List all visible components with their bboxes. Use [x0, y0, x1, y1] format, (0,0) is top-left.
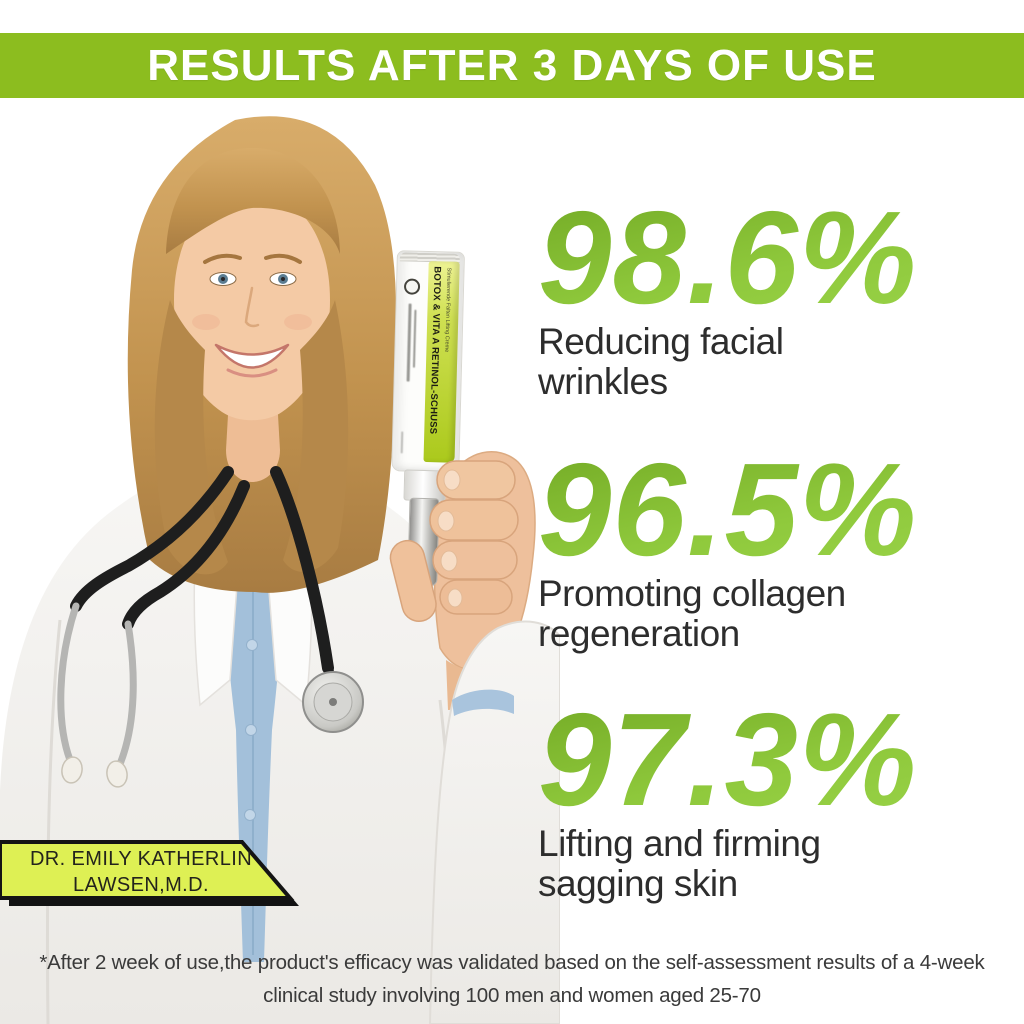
hand-fingers	[389, 460, 519, 623]
header-title: RESULTS AFTER 3 DAYS OF USE	[147, 40, 877, 90]
thumb	[389, 539, 437, 623]
stat-label-3: Lifting and firming sagging skin	[538, 824, 1024, 904]
index-finger	[436, 460, 516, 500]
stat-value-2: 96.5%	[538, 443, 1024, 575]
stat-block-3: 97.3% Lifting and firming sagging skin	[538, 693, 1024, 904]
tube-micro-text	[412, 309, 417, 368]
stat-label-2-line2: regeneration	[538, 613, 740, 655]
stat-value-3: 97.3%	[538, 693, 1024, 825]
disclaimer-line1: *After 2 week of use,the product's effic…	[39, 951, 985, 974]
stat-label-1-line2: wrinkles	[538, 361, 668, 403]
middle-finger	[429, 499, 519, 541]
badge-line2: LAWSEN,M.D.	[73, 874, 209, 896]
stat-label-3-line2: sagging skin	[538, 863, 738, 905]
stat-label-1: Reducing facial wrinkles	[538, 322, 1024, 402]
stethoscope	[57, 466, 364, 788]
face	[174, 192, 330, 421]
stat-block-1: 98.6% Reducing facial wrinkles	[538, 191, 1024, 402]
stat-label-2-line1: Promoting collagen	[538, 573, 846, 615]
doctor-name-badge: DR. EMILY KATHERLIN LAWSEN,M.D.	[0, 838, 312, 914]
disclaimer: *After 2 week of use,the product's effic…	[0, 946, 1024, 1012]
disclaimer-line2: clinical study involving 100 men and wom…	[263, 984, 761, 1007]
stat-value-1: 98.6%	[538, 191, 1024, 323]
stat-block-2: 96.5% Promoting collagen regeneration	[538, 443, 1024, 654]
badge-shape	[0, 840, 295, 900]
tube-brand-text: BOTOX & VITA A RETINOL-SCHUSS	[427, 266, 443, 435]
tube-logo-icon	[403, 278, 421, 295]
tube-micro-text	[406, 303, 412, 382]
header-banner: RESULTS AFTER 3 DAYS OF USE	[0, 33, 1024, 98]
badge-text: DR. EMILY KATHERLIN LAWSEN,M.D.	[0, 846, 282, 898]
tube-sub-text: Stimulierende Falten Lifting Creme	[443, 267, 452, 353]
stat-label-3-line1: Lifting and firming	[538, 823, 821, 865]
tube-green-stripe: BOTOX & VITA A RETINOL-SCHUSS Stimuliere…	[423, 261, 460, 463]
stat-label-1-line1: Reducing facial	[538, 321, 784, 363]
raised-arm-sleeve	[428, 620, 560, 1024]
badge-line1: DR. EMILY KATHERLIN	[29, 848, 253, 870]
stat-label-2: Promoting collagen regeneration	[538, 574, 1024, 654]
